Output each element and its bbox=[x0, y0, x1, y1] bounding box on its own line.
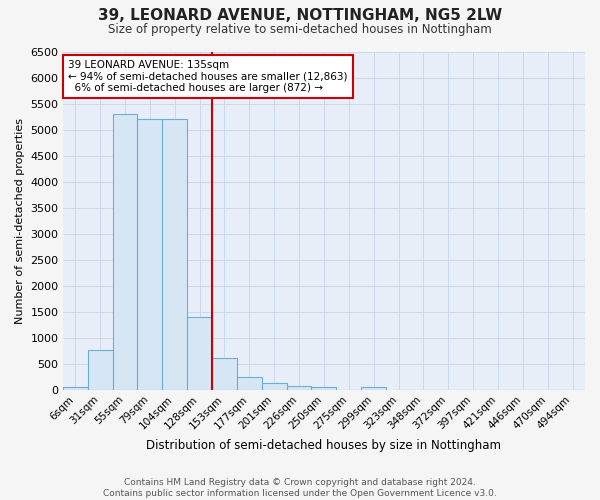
Bar bbox=[212, 358, 237, 390]
X-axis label: Distribution of semi-detached houses by size in Nottingham: Distribution of semi-detached houses by … bbox=[146, 440, 502, 452]
Bar bbox=[287, 386, 311, 390]
Bar bbox=[63, 387, 88, 390]
Bar bbox=[187, 317, 212, 390]
Text: 39, LEONARD AVENUE, NOTTINGHAM, NG5 2LW: 39, LEONARD AVENUE, NOTTINGHAM, NG5 2LW bbox=[98, 8, 502, 22]
Bar bbox=[137, 119, 163, 390]
Bar bbox=[163, 119, 187, 390]
Bar bbox=[311, 387, 337, 390]
Text: Contains HM Land Registry data © Crown copyright and database right 2024.
Contai: Contains HM Land Registry data © Crown c… bbox=[103, 478, 497, 498]
Text: Size of property relative to semi-detached houses in Nottingham: Size of property relative to semi-detach… bbox=[108, 22, 492, 36]
Y-axis label: Number of semi-detached properties: Number of semi-detached properties bbox=[15, 118, 25, 324]
Bar bbox=[88, 350, 113, 390]
Bar bbox=[361, 387, 386, 390]
Text: 39 LEONARD AVENUE: 135sqm
← 94% of semi-detached houses are smaller (12,863)
  6: 39 LEONARD AVENUE: 135sqm ← 94% of semi-… bbox=[68, 60, 347, 93]
Bar bbox=[113, 114, 137, 390]
Bar bbox=[237, 376, 262, 390]
Bar bbox=[262, 384, 287, 390]
